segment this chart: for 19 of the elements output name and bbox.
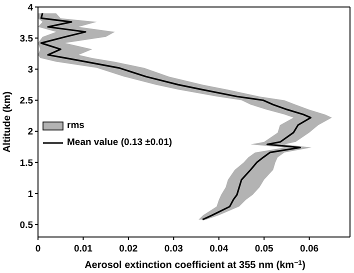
x-tick-label: 0.02 <box>119 244 138 255</box>
annotation: rms <box>67 120 84 132</box>
y-tick-label: 1 <box>28 188 34 200</box>
y-tick-label: 2.5 <box>20 96 34 107</box>
y-tick-label: 0.5 <box>20 220 34 231</box>
x-axis-title: Aerosol extinction coefficient at 355 nm (km$^{−1}$) <box>84 260 306 271</box>
x-tick-label: 0.06 <box>300 244 319 255</box>
y-tick-label: 2 <box>28 126 33 138</box>
x-tick-label: 0.05 <box>254 244 274 255</box>
y-tick-label: 3 <box>28 64 33 76</box>
y-tick-label: 4 <box>28 2 34 14</box>
y-tick-label: 3.5 <box>20 33 34 44</box>
y-axis-title: Altitude (km) <box>2 91 13 153</box>
legend-label: Mean value (0.13 ±0.01) <box>67 137 172 149</box>
y-tick-label: 1.5 <box>20 158 34 169</box>
x-tick-label: 0.03 <box>164 244 183 255</box>
x-tick-label: 0.04 <box>210 244 229 255</box>
x-tick-label: 0 <box>35 244 41 255</box>
x-tick-label: 0.01 <box>74 244 94 255</box>
